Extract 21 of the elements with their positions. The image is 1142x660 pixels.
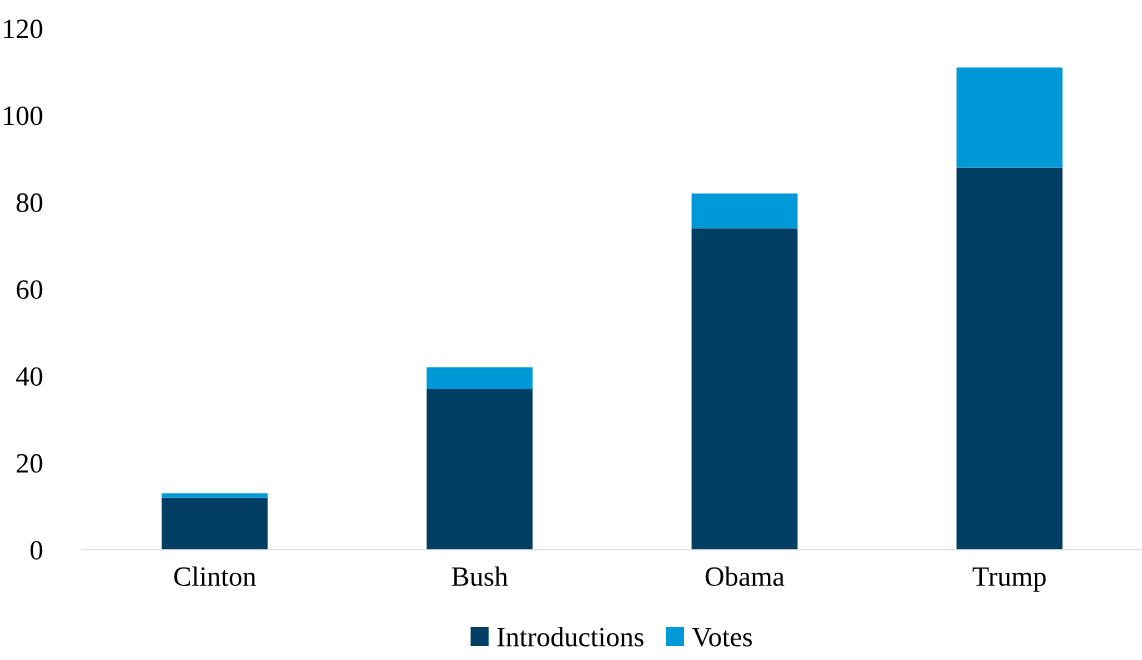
x-tick-label: Obama: [705, 566, 785, 586]
legend-label: Votes: [691, 628, 752, 647]
bar: [161, 493, 268, 498]
y-tick-label: 20: [16, 454, 43, 473]
y-tick-label: 40: [16, 367, 43, 386]
bar: [956, 67, 1063, 168]
x-tick-label: Bush: [451, 566, 508, 586]
bar: [956, 167, 1063, 550]
x-tick-label: Trump: [972, 567, 1046, 592]
bar: [161, 497, 268, 550]
y-tick-label: 80: [16, 193, 43, 213]
y-tick-label: 0: [30, 540, 43, 560]
bar: [691, 228, 798, 550]
y-tick-label: 120: [4, 19, 43, 39]
bar: [426, 367, 533, 390]
bar: [426, 389, 533, 550]
y-tick-label: 60: [16, 280, 43, 299]
y-tick-label: 100: [4, 106, 43, 126]
x-tick-label: Clinton: [174, 566, 256, 586]
bar: [691, 193, 798, 229]
legend-label: Introductions: [497, 626, 644, 647]
